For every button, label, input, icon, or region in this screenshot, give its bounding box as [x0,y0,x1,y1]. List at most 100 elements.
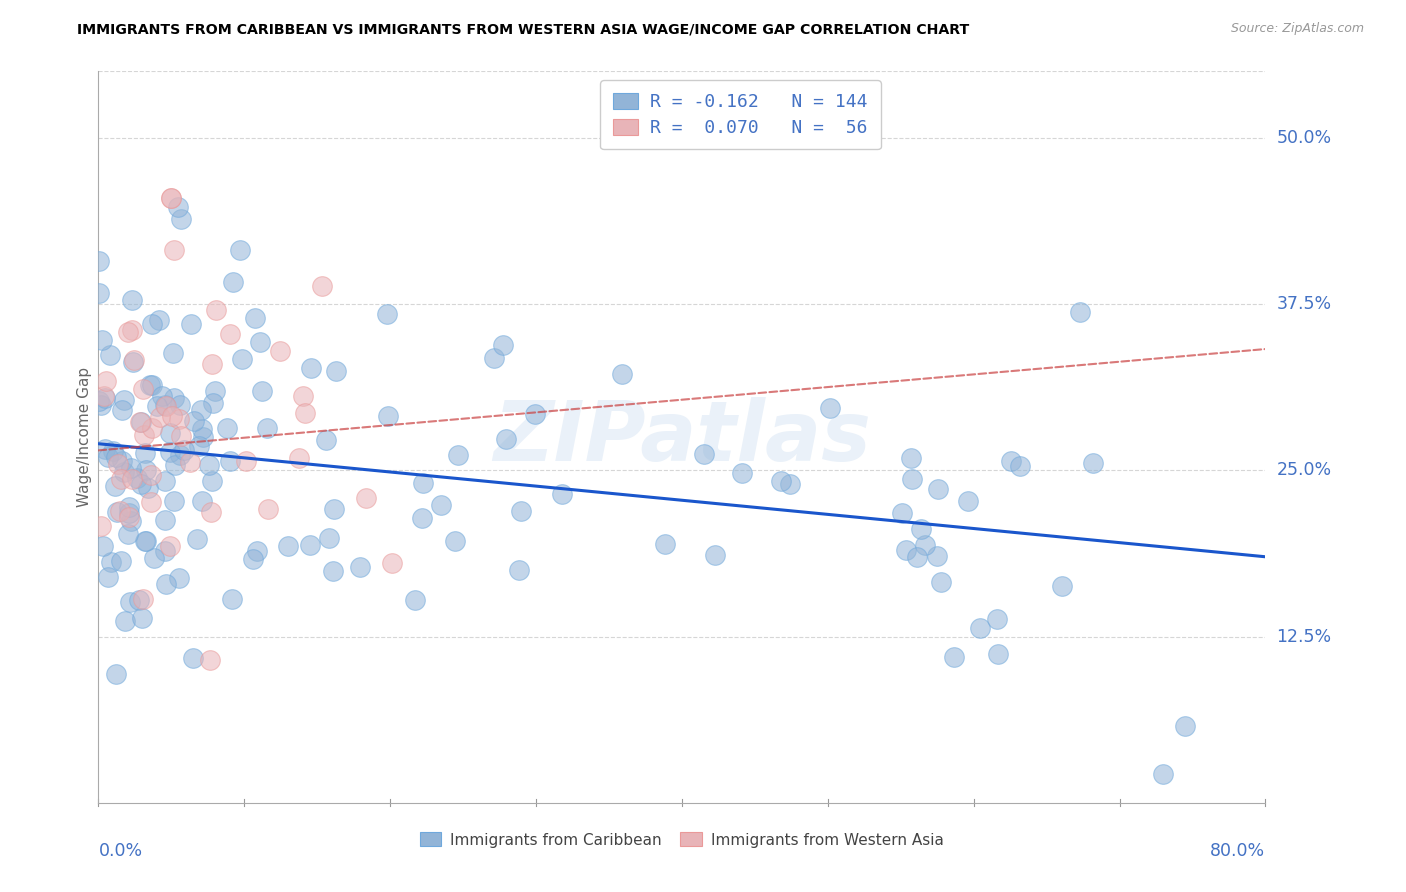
Point [135,463,157,477]
Point [103,443,125,458]
Text: 37.5%: 37.5% [1277,295,1331,313]
Point [110,554,132,568]
Point [818,401,841,415]
Point [218,327,240,342]
Point [163,243,186,257]
Point [139,378,162,392]
Point [167,412,190,426]
Point [94,392,117,406]
Point [987,647,1010,661]
Point [155,543,177,558]
Point [769,474,792,488]
Point [141,317,163,331]
Point [87,253,110,268]
Point [221,591,243,606]
Point [118,595,141,609]
Point [132,592,155,607]
Point [191,430,214,444]
Point [132,383,155,397]
Point [443,534,465,549]
Point [141,378,163,392]
Legend: Immigrants from Caribbean, Immigrants from Western Asia: Immigrants from Caribbean, Immigrants fr… [413,826,950,854]
Point [377,409,399,424]
Point [139,495,162,509]
Point [1000,454,1022,468]
Point [927,482,949,496]
Point [430,499,453,513]
Point [150,389,173,403]
Point [111,403,134,417]
Point [170,211,193,226]
Point [412,476,434,491]
Point [162,409,184,423]
Point [166,200,188,214]
Point [121,472,143,486]
Point [111,453,134,467]
Point [222,275,245,289]
Point [110,472,132,486]
Text: 50.0%: 50.0% [1277,128,1331,147]
Point [165,458,187,472]
Point [155,577,177,591]
Point [121,293,143,308]
Point [139,467,162,482]
Point [1010,458,1032,473]
Point [231,352,253,367]
Point [120,461,142,475]
Point [131,611,153,625]
Point [125,471,148,485]
Point [250,384,273,399]
Point [159,426,181,441]
Point [198,653,221,667]
Point [190,402,212,417]
Point [202,396,225,410]
Point [135,534,157,549]
Point [246,544,269,558]
Point [91,539,114,553]
Point [114,615,136,629]
Point [508,563,530,577]
Point [129,476,152,491]
Text: 80.0%: 80.0% [1211,842,1265,860]
Point [1069,305,1091,319]
Point [890,506,912,520]
Point [105,505,128,519]
Point [191,422,214,436]
Point [120,514,142,528]
Point [375,307,398,321]
Point [98,348,121,362]
Point [90,333,112,347]
Point [153,398,176,412]
Point [146,399,169,413]
Point [180,318,202,332]
Point [105,450,128,464]
Point [162,346,184,360]
Point [654,536,676,550]
Point [957,494,980,508]
Point [256,502,278,516]
Point [905,549,928,564]
Point [118,500,141,514]
Point [299,360,322,375]
Point [128,592,150,607]
Point [311,279,333,293]
Point [779,477,801,491]
Point [104,667,127,681]
Text: IMMIGRANTS FROM CARIBBEAN VS IMMIGRANTS FROM WESTERN ASIA WAGE/INCOME GAP CORREL: IMMIGRANTS FROM CARIBBEAN VS IMMIGRANTS … [77,22,970,37]
Text: ZIPatlas: ZIPatlas [494,397,870,477]
Point [495,432,517,446]
Point [132,428,155,442]
Point [198,458,221,473]
Point [929,574,952,589]
Point [894,543,917,558]
Point [100,555,122,569]
Point [914,538,936,552]
Point [610,367,633,381]
Point [200,357,222,371]
Point [160,191,183,205]
Point [703,549,725,563]
Point [159,539,181,553]
Point [122,353,145,368]
Point [97,450,120,465]
Point [134,446,156,460]
